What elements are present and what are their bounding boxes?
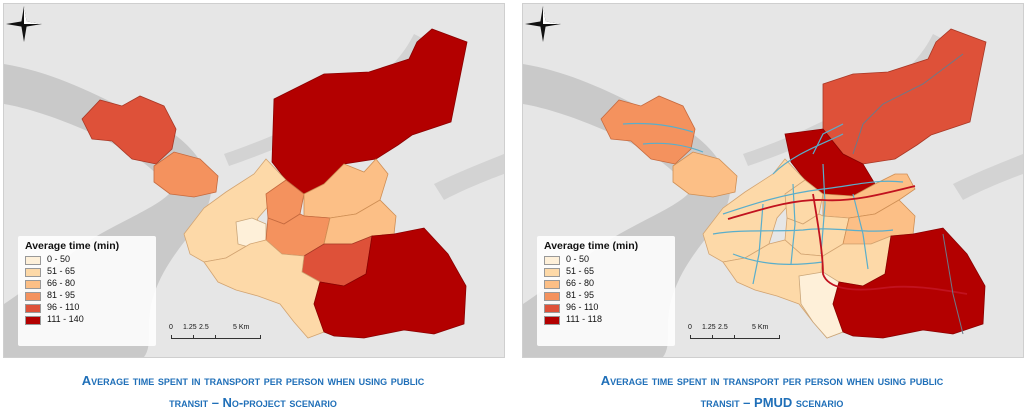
scale-line — [171, 335, 261, 339]
scale-label: 0 — [169, 324, 173, 331]
caption-line-2: transit – PMUD scenario — [700, 395, 844, 410]
caption-line-1: Average time spent in transport per pers… — [81, 373, 425, 388]
zone-west-island — [600, 95, 696, 165]
scale-label: 2.5 — [718, 324, 728, 331]
scale-tick — [193, 335, 194, 339]
map-panel-no-project: Average time (min) 0 - 50 51 - 65 66 - 8… — [3, 0, 505, 418]
scale-bar: 0 1.25 2.5 5 Km — [169, 324, 269, 346]
legend-label: 81 - 95 — [566, 290, 595, 300]
legend-swatch — [25, 280, 41, 289]
zone-west-small — [153, 151, 219, 198]
legend: Average time (min) 0 - 50 51 - 65 66 - 8… — [537, 236, 675, 346]
legend-label: 51 - 65 — [47, 266, 76, 276]
legend-label: 0 - 50 — [566, 254, 590, 264]
scale-label: 1.25 — [702, 324, 716, 331]
transit-network — [622, 122, 904, 285]
legend-label: 81 - 95 — [47, 290, 76, 300]
map-caption: Average time spent in transport per pers… — [522, 370, 1022, 414]
river-branch — [743, 34, 943, 166]
legend-label: 51 - 65 — [566, 266, 595, 276]
legend-swatch — [25, 292, 41, 301]
legend-label: 0 - 50 — [47, 254, 71, 264]
scale-label: 5 Km — [233, 324, 250, 331]
zone-west-small — [672, 151, 738, 198]
scale-label: 1.25 — [183, 324, 197, 331]
legend-label: 66 - 80 — [47, 278, 76, 288]
river-east — [434, 154, 504, 200]
compass-rose-icon — [6, 6, 42, 42]
caption-line-1: Average time spent in transport per pers… — [600, 373, 944, 388]
legend-swatch — [25, 304, 41, 313]
legend-swatch — [25, 268, 41, 277]
legend-label: 111 - 118 — [566, 314, 603, 324]
legend-swatch — [544, 280, 560, 289]
scale-label: 2.5 — [199, 324, 209, 331]
legend-label: 66 - 80 — [566, 278, 595, 288]
legend-title: Average time (min) — [25, 240, 120, 252]
scale-line — [690, 335, 780, 339]
legend-swatch — [25, 316, 41, 325]
legend-label: 111 - 140 — [47, 314, 84, 324]
legend-swatch — [544, 304, 560, 313]
map-panel-pmud: Average time (min) 0 - 50 51 - 65 66 - 8… — [522, 0, 1024, 418]
legend: Average time (min) 0 - 50 51 - 65 66 - 8… — [18, 236, 156, 346]
zone-southeast-dark — [313, 227, 467, 339]
legend-label: 96 - 110 — [47, 302, 80, 312]
caption-line-2: transit – No-project scenario — [169, 395, 337, 410]
map-frame: Average time (min) 0 - 50 51 - 65 66 - 8… — [3, 3, 505, 358]
scale-tick — [712, 335, 713, 339]
scale-label: 0 — [688, 324, 692, 331]
map-frame: Average time (min) 0 - 50 51 - 65 66 - 8… — [522, 3, 1024, 358]
legend-swatch — [544, 256, 560, 265]
scale-tick — [734, 335, 735, 339]
compass-rose-icon — [525, 6, 561, 42]
legend-swatch — [544, 268, 560, 277]
scale-tick — [215, 335, 216, 339]
brt-corridor — [727, 185, 968, 295]
zone-west-island — [81, 95, 177, 165]
river-east — [953, 154, 1023, 200]
scale-bar: 0 1.25 2.5 5 Km — [688, 324, 788, 346]
legend-swatch — [544, 292, 560, 301]
river-branch — [224, 34, 424, 166]
scale-label: 5 Km — [752, 324, 769, 331]
zone-northeast — [822, 28, 987, 165]
legend-swatch — [25, 256, 41, 265]
legend-swatch — [544, 316, 560, 325]
choropleth-map — [4, 28, 504, 357]
legend-title: Average time (min) — [544, 240, 639, 252]
map-caption: Average time spent in transport per pers… — [3, 370, 503, 414]
legend-label: 96 - 110 — [566, 302, 599, 312]
rail-line — [852, 53, 964, 335]
